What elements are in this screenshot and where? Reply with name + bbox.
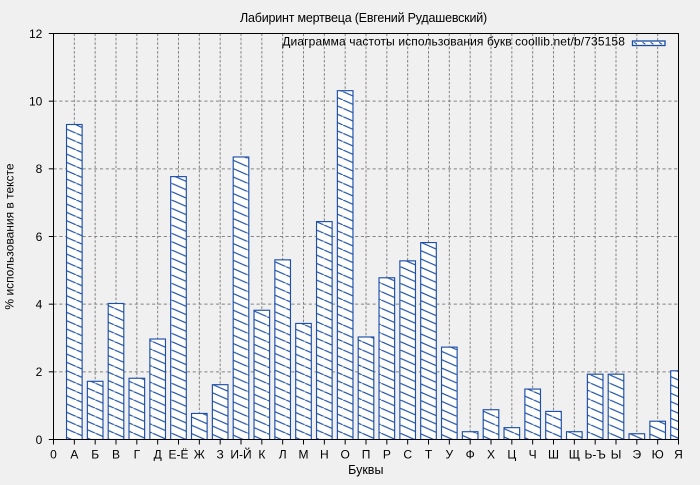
svg-text:Л: Л [279, 448, 287, 462]
svg-text:Ч: Ч [529, 448, 537, 462]
svg-text:Ы: Ы [611, 448, 622, 462]
svg-text:Буквы: Буквы [348, 463, 383, 477]
svg-text:4: 4 [36, 297, 43, 311]
svg-text:О: О [340, 448, 349, 462]
svg-text:У: У [446, 448, 454, 462]
svg-text:Д: Д [154, 448, 162, 462]
svg-text:0: 0 [50, 448, 57, 462]
svg-text:Х: Х [487, 448, 495, 462]
svg-text:Ю: Ю [652, 448, 664, 462]
svg-text:Лабиринт мертвеца (Евгений Руд: Лабиринт мертвеца (Евгений Рудашевский) [240, 11, 487, 25]
svg-text:М: М [299, 448, 309, 462]
svg-text:Е-Ё: Е-Ё [168, 448, 188, 462]
svg-text:А: А [70, 448, 78, 462]
svg-text:И-Й: И-Й [230, 447, 251, 462]
svg-text:Ц: Ц [507, 448, 516, 462]
svg-text:Г: Г [134, 448, 141, 462]
svg-text:Р: Р [383, 448, 391, 462]
svg-text:12: 12 [29, 27, 43, 41]
svg-text:Т: Т [425, 448, 433, 462]
svg-text:Б: Б [91, 448, 99, 462]
svg-text:Ш: Ш [548, 448, 559, 462]
svg-text:В: В [112, 448, 120, 462]
svg-text:Э: Э [633, 448, 642, 462]
svg-text:Ж: Ж [194, 448, 205, 462]
svg-text:Ь-Ъ: Ь-Ъ [584, 448, 605, 462]
svg-text:Ф: Ф [466, 448, 475, 462]
svg-text:П: П [362, 448, 371, 462]
svg-text:10: 10 [29, 94, 43, 108]
svg-text:Щ: Щ [569, 448, 580, 462]
svg-text:Диаграмма частоты использовани: Диаграмма частоты использования букв coo… [282, 35, 625, 49]
svg-text:8: 8 [36, 162, 43, 176]
svg-text:2: 2 [36, 365, 43, 379]
svg-text:Я: Я [674, 448, 683, 462]
svg-text:З: З [217, 448, 224, 462]
svg-text:% использования в тексте: % использования в тексте [2, 163, 16, 309]
svg-text:Н: Н [320, 448, 329, 462]
svg-text:0: 0 [36, 433, 43, 447]
svg-text:С: С [403, 448, 412, 462]
svg-text:6: 6 [36, 230, 43, 244]
svg-text:К: К [258, 448, 265, 462]
